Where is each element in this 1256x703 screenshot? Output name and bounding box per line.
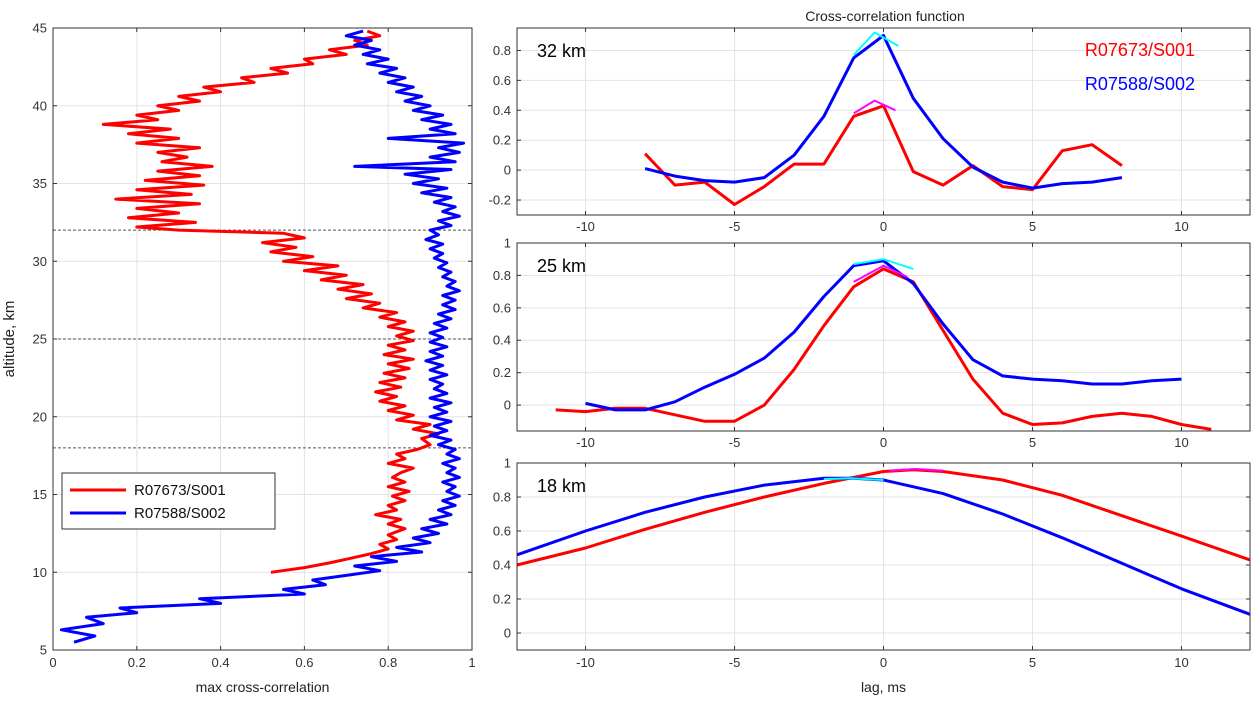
ccf_25km-red-peak-fit-line <box>853 264 908 283</box>
profile-x-tick-label: 0.6 <box>295 655 313 670</box>
profile-x-tick-label: 0 <box>49 655 56 670</box>
ccf_25km-frame <box>516 242 1251 432</box>
ccf_18km-x-axis-label: lag, ms <box>861 679 906 695</box>
profile-y-axis-label: altitude, km <box>1 301 18 378</box>
profile-y-tick-label: 45 <box>33 21 47 36</box>
ccf_18km-y-tick-label: 0.2 <box>493 592 511 607</box>
ccf_25km-red-series-line <box>555 267 1212 431</box>
ccf_25km-y-tick-label: 1 <box>504 236 511 251</box>
ccf_25km-y-tick-label: 0.2 <box>493 365 511 380</box>
ccf_32km-x-tick-label: -10 <box>576 219 595 234</box>
ccf_32km-x-tick-label: 5 <box>1029 219 1036 234</box>
ccf_25km-blue-peak-fit-line <box>853 258 914 270</box>
profile-y-tick-label: 35 <box>33 176 47 191</box>
profile-blue-series-line <box>59 29 466 644</box>
ccf_25km-x-tick-label: 10 <box>1174 435 1188 450</box>
profile-red-series-line <box>101 29 440 574</box>
ccf_32km-blue-peak-fit-line <box>852 31 899 56</box>
ccf-18km-chart: -10 -5 0 5 10 0 0.2 0.4 0.6 0.8 1 18 km lag, ms <box>493 456 1251 695</box>
ccf_18km-y-tick-label: 0.4 <box>493 558 511 573</box>
profile-y-tick-label: 30 <box>33 254 47 269</box>
ccf_25km-altitude-label: 25 km <box>537 256 586 276</box>
ccf_25km-blue-series-line <box>585 259 1182 412</box>
ccf-25km-chart: -10 -5 0 5 10 0 0.2 0.4 0.6 0.8 1 25 km <box>493 236 1251 450</box>
ccf_32km-legend-label: R07673/S001 <box>1085 40 1195 60</box>
ccf_18km-x-tick-label: -5 <box>729 655 741 670</box>
ccf_32km-blue-series-line <box>644 34 1123 190</box>
ccf_18km-red-peak-fit-line <box>889 468 944 472</box>
profile-y-tick-label: 20 <box>33 409 47 424</box>
profile-legend-label: R07588/S002 <box>134 505 226 522</box>
ccf_18km-x-tick-label: 10 <box>1174 655 1188 670</box>
ccf_25km-y-tick-label: 0 <box>504 398 511 413</box>
profile-y-tick-label: 10 <box>33 565 47 580</box>
profile-x-tick-label: 0.4 <box>212 655 230 670</box>
profile-y-tick-label: 40 <box>33 98 47 113</box>
ccf_18km-frame <box>516 462 1251 651</box>
profile-legend-box <box>61 472 276 530</box>
ccf_18km-altitude-label: 18 km <box>537 476 586 496</box>
profile-x-tick-label: 0.2 <box>128 655 146 670</box>
ccf_32km-legend-label: R07588/S002 <box>1085 74 1195 94</box>
ccf_18km-y-tick-label: 1 <box>504 456 511 471</box>
ccf_25km-x-tick-label: 5 <box>1029 435 1036 450</box>
ccf_25km-y-tick-label: 0.6 <box>493 300 511 315</box>
ccf_18km-y-tick-label: 0.6 <box>493 524 511 539</box>
ccf_18km-x-tick-label: 5 <box>1029 655 1036 670</box>
figure-title: Cross-correlation function <box>805 8 965 24</box>
profile-legend-label: R07673/S001 <box>134 482 226 499</box>
ccf_32km-y-tick-label: 0.4 <box>493 103 511 118</box>
profile-y-tick-label: 5 <box>40 643 47 658</box>
profile-y-tick-label: 15 <box>33 487 47 502</box>
ccf_18km-x-tick-label: 0 <box>880 655 887 670</box>
ccf-32km-chart: -10 -5 0 5 10 -0.2 0 0.2 0.4 0.6 0.8 32 km R07673/S0… <box>489 27 1251 234</box>
profile-x-tick-label: 0.8 <box>379 655 397 670</box>
ccf_32km-x-tick-label: 0 <box>880 219 887 234</box>
ccf_25km-y-tick-label: 0.8 <box>493 268 511 283</box>
ccf_32km-y-tick-label: 0.8 <box>493 43 511 58</box>
ccf_32km-frame <box>516 27 1251 216</box>
ccf_18km-x-tick-label: -10 <box>576 655 595 670</box>
profile-frame <box>52 27 473 651</box>
ccf_32km-x-tick-label: -5 <box>729 219 741 234</box>
ccf_25km-x-tick-label: -10 <box>576 435 595 450</box>
ccf_25km-y-tick-label: 0.4 <box>493 333 511 348</box>
ccf_32km-altitude-label: 32 km <box>537 41 586 61</box>
profile-x-tick-label: 1 <box>468 655 475 670</box>
profile-x-axis-label: max cross-correlation <box>196 679 330 695</box>
ccf_32km-y-tick-label: 0.6 <box>493 73 511 88</box>
ccf_32km-y-tick-label: 0 <box>504 163 511 178</box>
ccf_25km-x-tick-label: -5 <box>729 435 741 450</box>
ccf_18km-y-tick-label: 0.8 <box>493 490 511 505</box>
ccf_18km-y-tick-label: 0 <box>504 626 511 641</box>
ccf_18km-blue-peak-fit-line <box>823 477 884 481</box>
ccf_32km-y-tick-label: 0.2 <box>493 133 511 148</box>
profile-y-tick-label: 25 <box>33 332 47 347</box>
ccf_32km-red-peak-fit-line <box>853 99 896 115</box>
ccf_32km-y-tick-label: -0.2 <box>489 193 511 208</box>
ccf_25km-x-tick-label: 0 <box>880 435 887 450</box>
ccf_32km-x-tick-label: 10 <box>1174 219 1188 234</box>
